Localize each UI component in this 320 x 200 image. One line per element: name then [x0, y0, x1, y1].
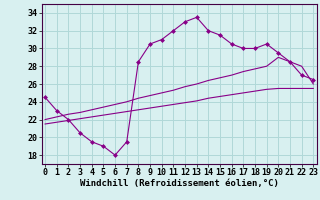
X-axis label: Windchill (Refroidissement éolien,°C): Windchill (Refroidissement éolien,°C)	[80, 179, 279, 188]
